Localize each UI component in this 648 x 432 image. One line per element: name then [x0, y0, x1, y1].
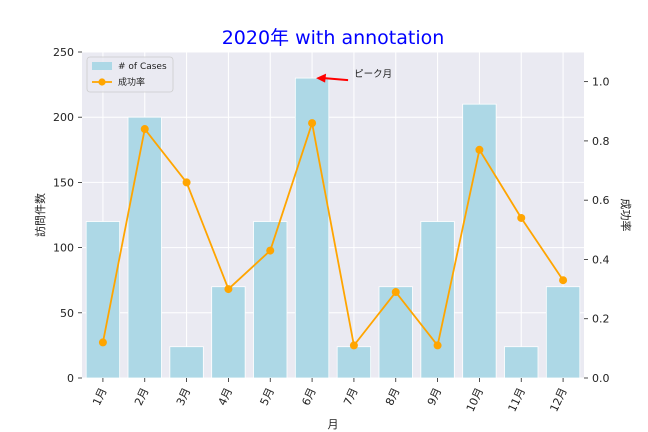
bar: [85, 221, 121, 379]
x-axis-label: 月: [328, 418, 339, 431]
x-tick-label: 2月: [132, 386, 151, 408]
left-tick-label: 100: [53, 242, 74, 255]
legend-bar-swatch: [92, 62, 112, 70]
x-tick-label: 12月: [547, 386, 569, 414]
bar: [336, 346, 372, 379]
legend-line-marker: [98, 78, 106, 86]
bar: [420, 221, 455, 379]
x-tick-label: 4月: [216, 386, 235, 408]
line-point: [475, 145, 484, 154]
left-axis-ticks: 0 50 100 150 200 250: [53, 46, 82, 385]
right-tick-label: 0.8: [592, 135, 610, 148]
line-point: [391, 288, 400, 297]
line-point: [98, 338, 107, 347]
legend: # of Cases 成功率: [86, 56, 174, 93]
chart-title: 2020年 with annotation: [222, 27, 445, 49]
x-tick-label: 9月: [425, 386, 444, 408]
line-point: [266, 246, 275, 255]
left-tick-label: 50: [60, 307, 74, 320]
right-tick-label: 0.6: [592, 194, 610, 207]
left-tick-label: 0: [67, 372, 74, 385]
plot-area: [82, 52, 584, 378]
line-point: [349, 341, 358, 350]
right-axis-ticks: 0.0 0.2 0.4 0.6 0.8 1.0: [584, 76, 610, 385]
right-tick-label: 1.0: [592, 76, 610, 89]
x-tick-label: 1月: [90, 386, 109, 408]
line-path: [102, 122, 564, 348]
line-point: [308, 119, 317, 128]
bar: [169, 346, 204, 379]
left-tick-label: 250: [53, 46, 74, 59]
x-tick-label: 3月: [174, 386, 193, 408]
bar: [378, 286, 413, 379]
annotation-text: ピーク月: [354, 69, 392, 80]
line-point: [224, 285, 233, 294]
bar: [504, 346, 539, 379]
x-tick-label: 7月: [341, 386, 360, 408]
bar: [545, 286, 581, 379]
x-tick-label: 10月: [464, 386, 486, 414]
y-axis-right-label: 成功率: [619, 199, 633, 232]
legend-bar-label: # of Cases: [118, 62, 167, 72]
annotation: ピーク月: [316, 69, 392, 83]
x-tick-label: 5月: [258, 386, 277, 408]
x-axis-ticks: 1月 2月 3月 4月 5月 6月 7月 8月 9月 10月 11月 12月: [90, 378, 570, 414]
bar: [211, 286, 246, 379]
line-point: [182, 178, 191, 187]
right-tick-label: 0.4: [592, 253, 610, 266]
line-point: [140, 125, 149, 134]
bar: [127, 116, 162, 379]
right-tick-label: 0.2: [592, 313, 610, 326]
bar: [462, 103, 497, 379]
right-tick-label: 0.0: [592, 372, 610, 385]
x-tick-label: 11月: [506, 386, 528, 414]
y-axis-label: 訪問件数: [33, 193, 47, 237]
line-point: [559, 276, 568, 285]
annotation-arrow-head: [316, 73, 327, 83]
x-tick-label: 8月: [383, 386, 402, 408]
x-tick-label: 6月: [299, 386, 318, 408]
annotation-arrow: [324, 77, 349, 82]
line-point: [433, 341, 442, 350]
left-tick-label: 200: [53, 111, 74, 124]
line-point: [517, 213, 526, 222]
left-tick-label: 150: [53, 176, 74, 189]
legend-line-label: 成功率: [118, 76, 145, 88]
line-series: [98, 119, 568, 350]
bar: [253, 221, 288, 379]
